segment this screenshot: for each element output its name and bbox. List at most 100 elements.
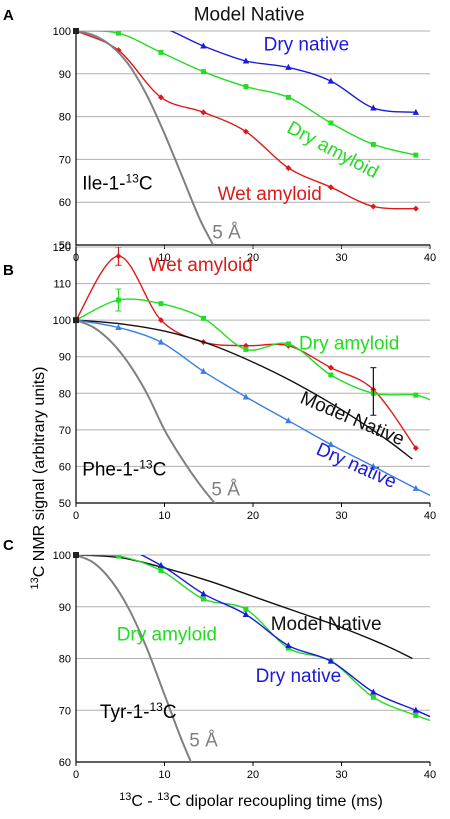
panel-a-x-tick-label: 40 bbox=[424, 252, 436, 264]
panel-c-x-tick-label: 10 bbox=[158, 769, 170, 781]
panel-a-point-dry_native bbox=[370, 104, 377, 111]
panel-a-nucleus-pre: Ile-1- bbox=[82, 173, 125, 194]
panel-b-point-wet_amyloid bbox=[327, 364, 334, 371]
panel-c-origin-marker bbox=[73, 552, 79, 558]
panel-b-point-dry_native_light bbox=[242, 393, 250, 400]
panel-b-x-tick-label: 0 bbox=[73, 510, 79, 522]
y-axis-label: 13C NMR signal (arbitrary units) bbox=[29, 367, 48, 590]
panel-a-y-tick-label: 50 bbox=[59, 240, 71, 252]
panel-c-y-tick-label: 100 bbox=[53, 550, 71, 562]
panel-c-point-dry_amyloid bbox=[200, 596, 206, 602]
panel-a-point-wet_amyloid bbox=[200, 109, 207, 116]
panel-b-point-dry_amyloid bbox=[243, 346, 249, 352]
panel-a-point-dry_native bbox=[200, 42, 207, 49]
panel-c-point-dry_native bbox=[327, 657, 335, 664]
panel-b-nucleus-pre: Phe-1- bbox=[82, 460, 139, 481]
panel-c-plot-area bbox=[76, 544, 430, 762]
chart-panels: 50 60 70 80 90 100 0 10 20 30 40 A Model Native Dry n… bbox=[3, 4, 436, 781]
panel-b-point-wet_amyloid bbox=[157, 317, 164, 324]
panel-a-point-wet_amyloid bbox=[370, 203, 377, 210]
panel-a-point-wet_amyloid bbox=[327, 184, 334, 191]
panel-a-x-tick-label: 30 bbox=[335, 252, 347, 264]
panel-b-point-dry_native_light bbox=[412, 484, 420, 491]
panel-a-y-tick-label: 90 bbox=[59, 69, 71, 81]
panel-b-y-tick-label: 90 bbox=[59, 352, 71, 364]
panel-c-series-line-dry_amyloid bbox=[76, 555, 430, 722]
panel-b-y-tick-label: 70 bbox=[59, 425, 71, 437]
panel-c-point-dry_native bbox=[412, 706, 420, 713]
panel-b-nucleus-post: C bbox=[153, 460, 167, 481]
panel-b-point-dry_native_light bbox=[157, 338, 165, 345]
panel-c-y-tick-label: 90 bbox=[59, 602, 71, 614]
x-axis-label-sup1: 13 bbox=[119, 791, 131, 803]
panel-a-x-tick-label: 10 bbox=[158, 252, 170, 264]
panel-b-point-dry_native_light bbox=[327, 440, 335, 447]
panel-a-point-dry_native bbox=[285, 63, 292, 70]
panel-b-y-tick-label: 100 bbox=[53, 315, 71, 327]
panel-b-series-line-model_native bbox=[76, 319, 413, 460]
panel-b-letter: B bbox=[3, 262, 14, 279]
panel-c-letter: C bbox=[3, 537, 14, 554]
panel-a-point-dry_amyloid bbox=[328, 120, 334, 126]
panel-b-point-dry_amyloid bbox=[158, 301, 164, 307]
panel-a-series-line-dry_amyloid bbox=[76, 31, 416, 156]
panel-b-label-wet-amyloid: Wet amyloid bbox=[149, 255, 253, 276]
panel-c-point-dry_amyloid bbox=[115, 555, 121, 559]
panel-c-point-dry_native bbox=[157, 561, 165, 568]
panel-c-x-tick-label: 20 bbox=[247, 769, 259, 781]
panel-a-point-dry_amyloid bbox=[158, 49, 164, 55]
panel-a-point-dry_amyloid bbox=[115, 31, 121, 36]
panel-b-x-tick-label: 30 bbox=[335, 510, 347, 522]
panel-b-label-five-angstrom: 5 Å bbox=[211, 480, 240, 501]
panel-a-nucleus-label: Ile-1-13C bbox=[82, 171, 152, 194]
panel-a-point-dry_amyloid bbox=[413, 152, 419, 158]
panel-b-series-line-dry_native_light bbox=[76, 319, 430, 497]
panel-a-letter: A bbox=[3, 7, 14, 24]
x-axis-label: 13C - 13C dipolar recoupling time (ms) bbox=[119, 791, 383, 810]
panel-c-x-tick-label: 30 bbox=[335, 769, 347, 781]
panel-b-x-tick-label: 10 bbox=[158, 510, 170, 522]
panel-b-y-tick-label: 50 bbox=[59, 498, 71, 510]
panel-b-point-dry_amyloid bbox=[200, 315, 206, 321]
panel-a-point-dry_native bbox=[412, 108, 420, 115]
panel-c-label-dry-native: Dry native bbox=[256, 666, 342, 687]
panel-a-point-wet_amyloid bbox=[285, 164, 292, 171]
panel-b-point-dry_native_light bbox=[285, 417, 292, 424]
panel-a-nucleus-sup: 13 bbox=[125, 171, 139, 185]
panel-a-point-dry_amyloid bbox=[370, 141, 376, 147]
panel-b-y-tick-label: 110 bbox=[53, 279, 71, 291]
panel-a-nucleus-post: C bbox=[139, 173, 153, 194]
panel-c-y-tick-label: 60 bbox=[59, 757, 71, 769]
panel-b-point-wet_amyloid bbox=[412, 445, 419, 452]
panel-b-point-dry_native_light bbox=[115, 323, 122, 330]
panel-b-point-dry_amyloid bbox=[285, 341, 291, 347]
panel-c: 60 70 80 90 100 0 10 20 30 40 C Model Native Dry amy… bbox=[3, 537, 436, 781]
panel-b-label-model-native: Model Native bbox=[297, 388, 407, 451]
panel-a-point-dry_native bbox=[158, 23, 164, 29]
panel-a-label-wet-amyloid: Wet amyloid bbox=[218, 184, 322, 205]
panel-a-label-model-native: Model Native bbox=[194, 4, 305, 25]
panel-c-nucleus-label: Tyr-1-13C bbox=[100, 700, 177, 723]
panel-a-y-tick-label: 100 bbox=[53, 26, 71, 38]
panel-a-y-tick-label: 80 bbox=[59, 112, 71, 124]
panel-a-label-dry-native: Dry native bbox=[264, 34, 350, 55]
panel-c-point-dry_amyloid bbox=[413, 712, 419, 718]
panel-c-y-tick-label: 70 bbox=[59, 705, 71, 717]
panel-a-point-dry_native bbox=[242, 57, 250, 64]
panel-c-nucleus-sup: 13 bbox=[150, 700, 164, 714]
panel-b-nucleus-label: Phe-1-13C bbox=[82, 458, 166, 481]
panel-c-point-dry_amyloid bbox=[285, 645, 291, 651]
panel-c-point-dry_native bbox=[115, 544, 121, 550]
panel-b-nucleus-sup: 13 bbox=[139, 458, 153, 472]
panel-a-point-dry_native bbox=[115, 13, 121, 19]
panel-c-label-model-native: Model Native bbox=[271, 614, 382, 635]
panel-a-point-wet_amyloid bbox=[157, 94, 164, 101]
panel-c-series-line-dry_native bbox=[76, 555, 430, 718]
panel-a-point-wet_amyloid bbox=[412, 205, 419, 212]
panel-b-y-tick-label: 80 bbox=[59, 388, 71, 400]
panel-c-point-dry_amyloid bbox=[370, 694, 376, 700]
y-axis-label-text: C NMR signal (arbitrary units) bbox=[31, 367, 48, 578]
panel-c-x-tick-label: 40 bbox=[424, 769, 436, 781]
